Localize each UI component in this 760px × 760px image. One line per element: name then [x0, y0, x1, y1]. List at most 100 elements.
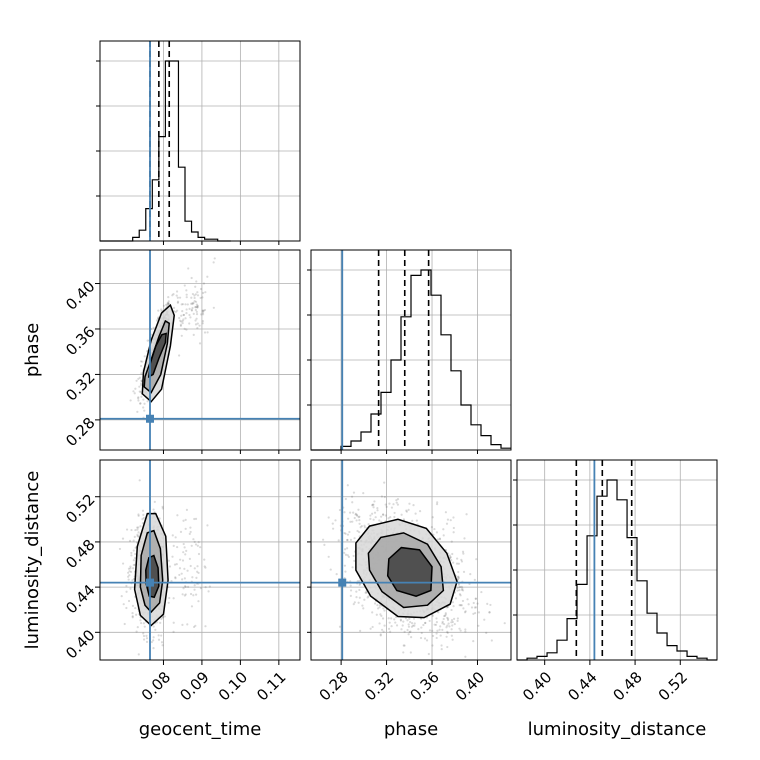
sample-point	[369, 627, 372, 630]
sample-point	[185, 289, 188, 292]
sample-point	[410, 622, 414, 625]
sample-point	[194, 293, 197, 296]
sample-point	[135, 630, 138, 633]
sample-point	[157, 309, 160, 312]
sample-point	[161, 616, 164, 619]
sample-point	[476, 602, 479, 605]
sample-point	[474, 606, 478, 609]
sample-point	[123, 622, 126, 626]
sample-point	[139, 619, 142, 622]
x-tick-label: 0.08	[138, 668, 174, 704]
sample-point	[380, 628, 384, 631]
sample-point	[446, 518, 450, 521]
sample-point	[436, 538, 440, 541]
sample-point	[182, 542, 185, 546]
sample-point	[142, 622, 146, 625]
sample-point	[348, 511, 352, 514]
sample-point	[155, 319, 159, 322]
sample-point	[467, 603, 470, 606]
sample-point	[402, 518, 405, 521]
sample-point	[128, 574, 131, 577]
sample-point	[456, 619, 459, 622]
sample-point	[343, 531, 346, 535]
sample-point	[347, 555, 351, 558]
sample-point	[358, 519, 361, 522]
sample-point	[435, 636, 438, 640]
sample-point	[306, 584, 308, 586]
sample-point	[192, 538, 195, 541]
sample-point	[155, 621, 159, 624]
sample-point	[175, 294, 178, 297]
sample-point	[161, 644, 164, 647]
sample-point	[188, 557, 191, 560]
sample-point	[193, 588, 196, 591]
sample-point	[329, 568, 332, 571]
sample-point	[435, 621, 438, 624]
panel-content	[100, 250, 300, 450]
sample-point	[196, 291, 199, 294]
sample-point	[376, 607, 380, 610]
sample-point	[150, 333, 153, 336]
sample-point	[129, 399, 132, 402]
sample-point	[354, 512, 357, 515]
sample-point	[460, 558, 463, 561]
sample-point	[130, 551, 133, 555]
sample-point	[129, 565, 132, 568]
y-axis-label-phase: phase	[22, 323, 43, 377]
sample-point	[464, 655, 467, 658]
sample-point	[373, 500, 376, 503]
sample-point	[385, 505, 388, 508]
sample-point	[133, 535, 136, 538]
sample-point	[450, 634, 453, 637]
sample-point	[183, 567, 186, 570]
sample-point	[362, 492, 365, 495]
sample-point	[121, 537, 125, 540]
sample-point	[403, 644, 406, 647]
sample-point	[140, 379, 143, 382]
sample-point	[332, 527, 335, 530]
sample-point	[196, 304, 199, 307]
sample-point	[212, 306, 215, 309]
x-tick-label: 0.09	[176, 668, 212, 704]
sample-point	[444, 511, 447, 514]
sample-point	[458, 586, 461, 589]
sample-point	[447, 622, 450, 625]
sample-point	[120, 595, 123, 598]
sample-point	[389, 630, 392, 633]
sample-point	[409, 651, 412, 654]
sample-point	[194, 593, 198, 596]
sample-point	[407, 625, 411, 628]
sample-point	[475, 558, 478, 561]
sample-point	[458, 593, 462, 596]
sample-point	[376, 604, 379, 607]
histogram-step-phase	[311, 269, 511, 451]
sample-point	[477, 611, 481, 614]
sample-point	[130, 554, 133, 557]
sample-point	[184, 317, 187, 320]
panel-frame	[99, 249, 301, 451]
sample-point	[160, 641, 164, 644]
sample-point	[435, 503, 439, 506]
sample-point	[393, 618, 396, 621]
sample-point	[423, 637, 427, 640]
sample-point	[143, 409, 146, 412]
sample-point	[440, 644, 443, 647]
y-tick-label: 0.36	[62, 323, 98, 359]
sample-point	[139, 390, 142, 393]
x-axis-label-geocent_time: geocent_time	[139, 719, 262, 740]
sample-point	[201, 313, 205, 316]
sample-point	[438, 538, 442, 541]
sample-point	[174, 576, 177, 579]
sample-point	[457, 570, 460, 574]
contour-1	[367, 532, 445, 609]
sample-point	[174, 536, 177, 539]
sample-point	[195, 313, 199, 316]
sample-point	[461, 589, 465, 592]
y-tick-label: 0.44	[62, 581, 98, 617]
y-tick-label: 0.28	[62, 414, 98, 450]
sample-point	[185, 308, 188, 311]
sample-point	[369, 514, 372, 517]
sample-point	[139, 402, 142, 405]
sample-point	[167, 601, 170, 604]
sample-point	[152, 508, 155, 511]
